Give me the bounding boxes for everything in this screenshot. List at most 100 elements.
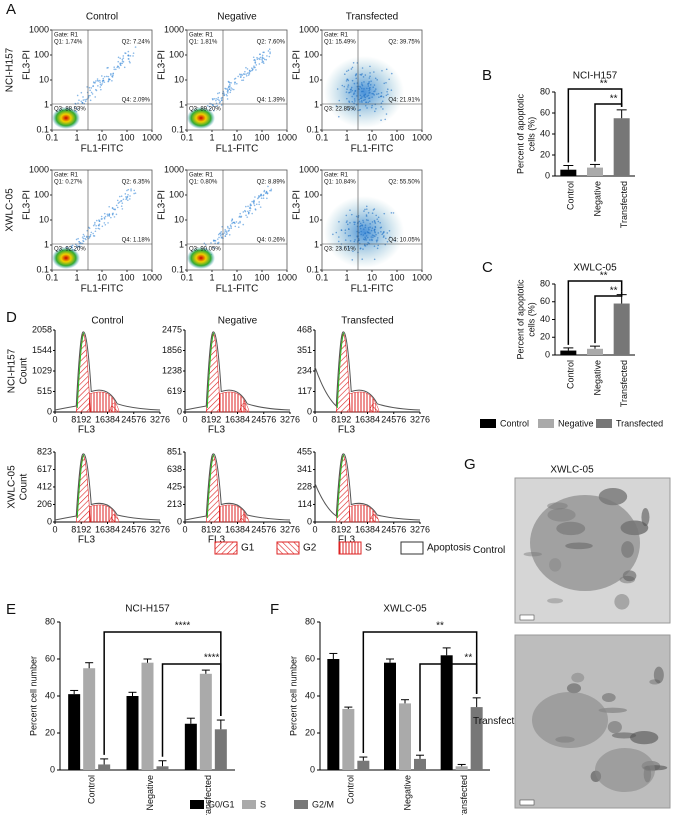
- cell-dot: [120, 205, 123, 207]
- cell-dot: [349, 234, 351, 237]
- cell-dot: [346, 97, 348, 100]
- cell-dot: [75, 238, 78, 241]
- cell-dot: [351, 95, 353, 98]
- cell-dot: [230, 227, 232, 230]
- cell-dot: [369, 232, 371, 234]
- cell-dot: [217, 98, 219, 101]
- y-tick-label: 1000: [299, 164, 319, 174]
- cell-dot: [98, 220, 101, 222]
- x-axis-label: FL1-FITC: [81, 284, 124, 295]
- y-tick-label: 1000: [29, 24, 49, 34]
- cell-dot: [266, 197, 268, 200]
- cell-dot: [374, 231, 376, 234]
- cell-dot: [363, 210, 365, 212]
- cell-dot: [392, 212, 395, 214]
- row-label: NCI-H157: [5, 47, 16, 92]
- x-tick-label: 3276: [280, 414, 300, 424]
- cell-dot: [346, 88, 348, 90]
- cell-dot: [336, 88, 339, 90]
- cell-dot: [365, 208, 368, 210]
- cell-dot: [128, 60, 131, 63]
- x-tick-label: 0.1: [46, 132, 59, 142]
- cell-dot: [365, 235, 368, 237]
- cell-dot: [377, 232, 380, 234]
- cell-dot: [260, 197, 263, 200]
- cell-dot: [358, 231, 360, 234]
- cell-dot: [234, 83, 236, 85]
- cell-dot: [345, 91, 348, 93]
- cell-dot: [226, 98, 229, 100]
- cell-dot: [218, 232, 221, 235]
- cell-dot: [76, 246, 78, 248]
- cell-dot: [351, 79, 354, 82]
- cell-dot: [77, 237, 79, 240]
- cell-dot: [376, 237, 379, 239]
- cell-dot: [337, 240, 340, 243]
- y-tick-label: 80: [540, 278, 550, 288]
- x-tick-label: 100: [389, 132, 404, 142]
- legend-label: G2: [303, 543, 317, 554]
- cell-dot: [362, 221, 365, 223]
- cell-dot: [345, 221, 348, 224]
- cell-dot: [122, 57, 125, 59]
- cell-dot: [129, 55, 132, 57]
- organelle: [611, 732, 637, 739]
- cell-dot: [250, 69, 253, 72]
- cell-dot: [107, 78, 110, 80]
- cell-dot: [94, 88, 97, 91]
- cell-dot: [234, 81, 236, 84]
- cell-dot: [367, 85, 370, 87]
- cell-dot: [121, 208, 124, 210]
- cell-dot: [97, 85, 99, 87]
- y-tick-label: 213: [167, 499, 182, 509]
- cell-dot: [335, 105, 338, 107]
- cell-dot: [344, 239, 347, 241]
- x-axis-label: FL3: [338, 425, 356, 436]
- cell-dot: [359, 114, 361, 117]
- cell-dot: [233, 221, 236, 224]
- cell-dot: [258, 195, 260, 197]
- bar: [327, 659, 340, 770]
- cell-dot: [359, 225, 361, 228]
- x-tick-label: 1: [344, 132, 349, 142]
- cell-dot: [226, 94, 228, 97]
- cell-dot: [88, 236, 91, 239]
- quadrant-label: Q2: 7.60%: [257, 40, 286, 46]
- cell-dot: [267, 50, 270, 52]
- x-tick-label: 1000: [277, 272, 297, 282]
- y-tick-label: 1: [179, 99, 184, 109]
- cell-dot: [82, 239, 84, 242]
- cell-dot: [359, 101, 361, 103]
- y-tick-label: 468: [297, 324, 312, 334]
- organelle: [571, 672, 585, 683]
- cell-dot: [253, 199, 255, 202]
- cell-dot: [377, 92, 380, 95]
- cell-dot: [132, 55, 134, 57]
- column-title: Control: [86, 12, 118, 23]
- cell-dot: [243, 76, 245, 79]
- cell-dot: [390, 72, 393, 75]
- g2-peak: [108, 402, 120, 413]
- cell-dot: [126, 189, 128, 192]
- legend-swatch: [596, 419, 612, 428]
- bar: [384, 662, 396, 770]
- y-tick-label: 100: [34, 189, 49, 199]
- gate-label: Gate: R1: [189, 33, 214, 39]
- cell-dot: [348, 247, 351, 250]
- cell-dot: [105, 75, 108, 78]
- cell-dot: [373, 229, 376, 232]
- cell-dot: [367, 219, 369, 222]
- cell-dot: [385, 68, 388, 71]
- cell-dot: [245, 205, 247, 208]
- organelle: [641, 508, 650, 527]
- y-tick-label: 515: [37, 386, 52, 396]
- cell-dot: [95, 227, 97, 230]
- x-tick-label: 1: [209, 132, 214, 142]
- cell-dot: [228, 233, 231, 236]
- significance-bracket: [161, 663, 222, 757]
- chart-title: XWLC-05: [573, 263, 617, 274]
- cell-dot: [364, 98, 366, 101]
- cell-dot: [90, 91, 93, 94]
- cell-dot: [385, 94, 388, 97]
- bar: [156, 766, 169, 770]
